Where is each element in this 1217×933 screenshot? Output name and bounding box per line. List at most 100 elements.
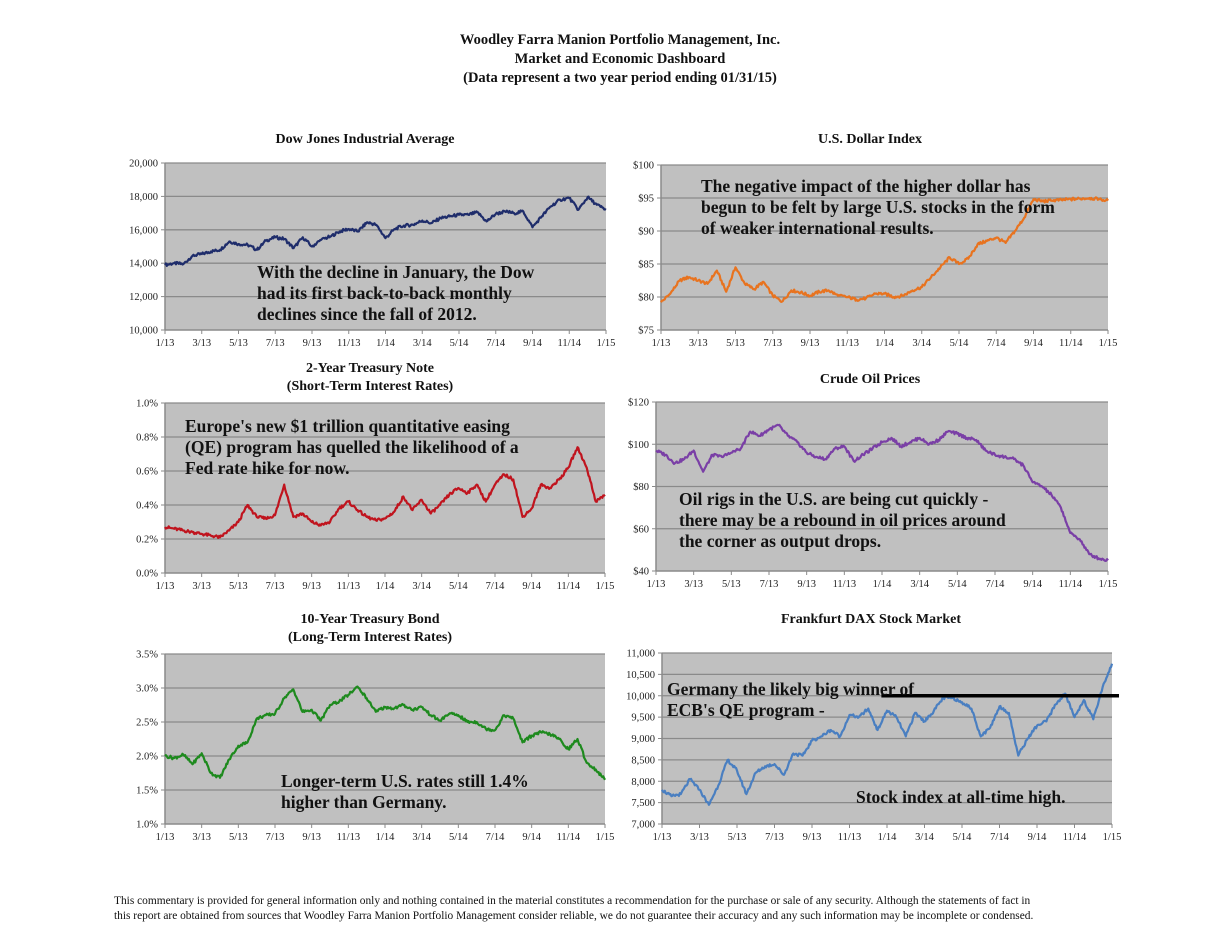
chart-annotation-secondary: Stock index at all-time high. bbox=[856, 787, 1066, 807]
x-tick-label: 11/14 bbox=[557, 581, 581, 592]
y-tick-label: $120 bbox=[628, 398, 649, 409]
y-tick-label: 12,000 bbox=[129, 292, 158, 303]
y-tick-label: $85 bbox=[638, 260, 654, 271]
disclaimer-line-1: This commentary is provided for general … bbox=[114, 895, 1031, 907]
x-tick-label: 11/14 bbox=[1063, 832, 1087, 843]
y-tick-label: 0.6% bbox=[136, 467, 158, 478]
x-tick-label: 1/13 bbox=[156, 338, 175, 349]
y-tick-label: 1.0% bbox=[136, 399, 158, 410]
y-tick-label: 10,000 bbox=[129, 326, 158, 337]
chart-title: Crude Oil Prices bbox=[670, 371, 1070, 389]
y-tick-label: 9,500 bbox=[631, 713, 655, 724]
x-tick-label: 7/14 bbox=[486, 338, 505, 349]
y-tick-label: 1.0% bbox=[136, 820, 158, 831]
x-tick-label: 7/14 bbox=[987, 338, 1006, 349]
annotation-line: had its first back-to-back monthly bbox=[257, 283, 512, 303]
y-tick-label: $40 bbox=[633, 567, 649, 578]
x-tick-label: 7/13 bbox=[760, 579, 779, 590]
annotation-line: With the decline in January, the Dow bbox=[257, 262, 535, 282]
x-tick-label: 3/13 bbox=[192, 581, 211, 592]
y-tick-label: 0.4% bbox=[136, 501, 158, 512]
x-tick-label: 5/14 bbox=[449, 581, 468, 592]
x-tick-label: 7/13 bbox=[266, 338, 285, 349]
x-tick-label: 7/13 bbox=[266, 581, 285, 592]
y-tick-label: 18,000 bbox=[129, 192, 158, 203]
y-tick-label: 20,000 bbox=[129, 159, 158, 170]
x-tick-label: 3/13 bbox=[192, 338, 211, 349]
x-tick-label: 1/14 bbox=[873, 579, 892, 590]
y-tick-label: $95 bbox=[638, 194, 654, 205]
y-tick-label: $75 bbox=[638, 326, 654, 337]
x-tick-label: 5/13 bbox=[229, 581, 248, 592]
annotation-line: Europe's new $1 trillion quantitative ea… bbox=[185, 416, 510, 436]
y-tick-label: 3.5% bbox=[136, 650, 158, 661]
x-tick-label: 11/13 bbox=[337, 338, 361, 349]
x-tick-label: 9/13 bbox=[803, 832, 822, 843]
x-tick-label: 9/14 bbox=[522, 832, 541, 843]
x-tick-label: 7/14 bbox=[990, 832, 1009, 843]
y-tick-label: 7,000 bbox=[631, 820, 655, 831]
x-tick-label: 3/14 bbox=[413, 338, 432, 349]
chart-title-main: 10-Year Treasury Bond bbox=[300, 612, 440, 627]
x-tick-label: 5/13 bbox=[728, 832, 747, 843]
x-tick-label: 5/13 bbox=[722, 579, 741, 590]
x-tick-label: 3/14 bbox=[915, 832, 934, 843]
y-tick-label: 0.0% bbox=[136, 569, 158, 580]
y-tick-label: 10,000 bbox=[626, 691, 655, 702]
x-tick-label: 3/14 bbox=[912, 338, 931, 349]
annotation-line: higher than Germany. bbox=[281, 792, 447, 812]
chart-title: 2-Year Treasury Note (Short-Term Interest… bbox=[170, 360, 570, 396]
x-tick-label: 11/13 bbox=[833, 579, 857, 590]
x-tick-label: 7/13 bbox=[765, 832, 784, 843]
x-tick-label: 5/13 bbox=[229, 832, 248, 843]
chart-title: U.S. Dollar Index bbox=[670, 131, 1070, 149]
y-tick-label: 2.0% bbox=[136, 752, 158, 763]
y-tick-label: 11,000 bbox=[627, 649, 656, 660]
x-tick-label: 1/13 bbox=[652, 338, 671, 349]
x-tick-label: 1/14 bbox=[376, 338, 395, 349]
x-tick-label: 5/14 bbox=[450, 338, 469, 349]
series-line bbox=[164, 685, 606, 781]
y-tick-label: $90 bbox=[638, 227, 654, 238]
x-tick-label: 1/14 bbox=[875, 338, 894, 349]
x-tick-label: 1/13 bbox=[647, 579, 666, 590]
x-tick-label: 5/13 bbox=[726, 338, 745, 349]
y-tick-label: 14,000 bbox=[129, 259, 158, 270]
x-tick-label: 1/13 bbox=[156, 581, 175, 592]
annotation-line: there may be a rebound in oil prices aro… bbox=[679, 510, 1006, 530]
y-tick-label: $80 bbox=[633, 482, 649, 493]
y-tick-label: 2.5% bbox=[136, 718, 158, 729]
x-tick-label: 7/14 bbox=[986, 579, 1005, 590]
x-tick-label: 5/13 bbox=[229, 338, 248, 349]
annotation-line: Longer-term U.S. rates still 1.4% bbox=[281, 771, 529, 791]
chart-title-main: Dow Jones Industrial Average bbox=[275, 132, 455, 147]
x-tick-label: 9/13 bbox=[801, 338, 820, 349]
x-tick-label: 11/14 bbox=[1059, 338, 1083, 349]
x-tick-label: 9/14 bbox=[522, 581, 541, 592]
x-tick-label: 11/13 bbox=[337, 832, 361, 843]
y-tick-label: 9,000 bbox=[631, 734, 655, 745]
x-tick-label: 9/13 bbox=[797, 579, 816, 590]
x-tick-label: 3/14 bbox=[412, 581, 431, 592]
x-tick-label: 1/15 bbox=[596, 581, 615, 592]
chart-title: Frankfurt DAX Stock Market bbox=[671, 611, 1071, 629]
y-tick-label: $100 bbox=[628, 440, 649, 451]
report-header: Woodley Farra Manion Portfolio Managemen… bbox=[0, 31, 1217, 88]
chart-annotation: Europe's new $1 trillion quantitative ea… bbox=[185, 416, 519, 479]
annotation-line: ECB's QE program - bbox=[667, 700, 825, 720]
dashboard-title: Market and Economic Dashboard bbox=[514, 51, 726, 67]
y-tick-label: $60 bbox=[633, 524, 649, 535]
annotation-line: Oil rigs in the U.S. are being cut quick… bbox=[679, 489, 989, 509]
x-tick-label: 11/13 bbox=[337, 581, 361, 592]
y-tick-label: $100 bbox=[633, 161, 654, 172]
x-tick-label: 1/14 bbox=[376, 832, 395, 843]
annotation-line: the corner as output drops. bbox=[679, 531, 882, 551]
x-tick-label: 9/14 bbox=[1024, 338, 1043, 349]
annotation-line: (QE) program has quelled the likelihood … bbox=[185, 437, 519, 457]
chart-title-main: 2-Year Treasury Note bbox=[305, 361, 435, 376]
chart-title-main: U.S. Dollar Index bbox=[818, 132, 922, 147]
chart-title-main: Frankfurt DAX Stock Market bbox=[780, 612, 962, 627]
chart-title: Dow Jones Industrial Average bbox=[165, 131, 565, 149]
x-tick-label: 1/13 bbox=[156, 832, 175, 843]
disclaimer-line-2: this report are obtained from sources th… bbox=[114, 910, 1034, 922]
